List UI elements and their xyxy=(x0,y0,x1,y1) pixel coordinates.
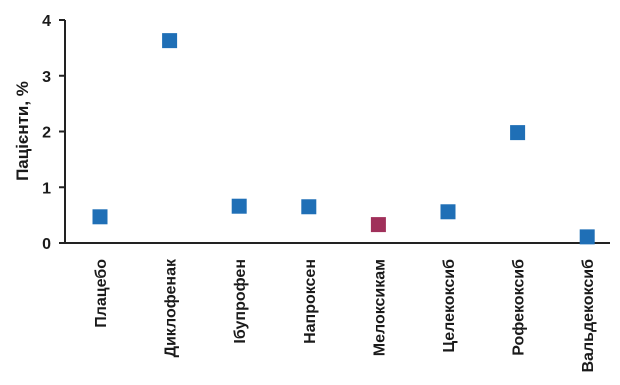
data-point xyxy=(440,204,456,220)
x-category-label: Ібупрофен xyxy=(232,259,249,344)
y-tick-label: 3 xyxy=(42,69,51,86)
y-axis-title: Пацієнти, % xyxy=(13,81,32,181)
x-category-label: Целекоксиб xyxy=(441,259,458,353)
data-point xyxy=(579,229,595,245)
x-category-label: Напроксен xyxy=(302,259,319,344)
x-category-label: Мелоксикам xyxy=(371,259,388,356)
data-points xyxy=(92,33,595,245)
y-tick-label: 2 xyxy=(42,125,51,142)
y-tick-label: 0 xyxy=(42,236,51,253)
x-category-label: Вальдекоксиб xyxy=(580,259,597,373)
category-labels: Плацебо Диклофенак Ібупрофен Напроксен Мелок… xyxy=(93,258,597,372)
data-point xyxy=(301,199,317,215)
data-point xyxy=(92,209,108,225)
y-axis: 0 1 2 3 4 xyxy=(42,13,66,253)
data-point xyxy=(370,217,386,233)
y-tick-label: 4 xyxy=(42,13,51,30)
x-category-label: Диклофенак xyxy=(163,258,180,357)
data-point xyxy=(162,33,178,49)
y-tick-label: 1 xyxy=(42,180,51,197)
data-point xyxy=(231,198,247,214)
x-category-label: Плацебо xyxy=(93,259,110,328)
x-category-label: Рофекоксиб xyxy=(511,259,528,356)
data-point xyxy=(510,125,526,141)
